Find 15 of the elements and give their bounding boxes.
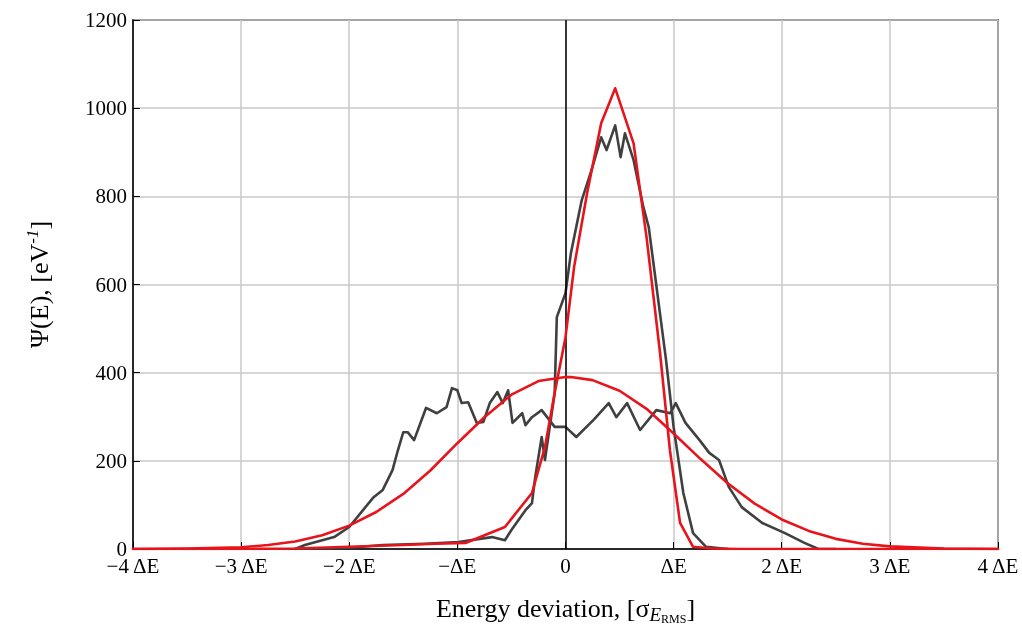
y-tick-label: 800 xyxy=(95,184,127,209)
x-tick-label: −ΔE xyxy=(438,553,477,578)
x-tick-label: 2 ΔE xyxy=(761,553,803,578)
y-tick-label: 600 xyxy=(95,272,127,297)
x-tick-label: ΔE xyxy=(660,553,687,578)
y-axis-title: Ψ(E), [eV-1] xyxy=(23,220,54,349)
x-tick-label: −3 ΔE xyxy=(214,553,268,578)
y-tick-label: 1200 xyxy=(85,8,127,32)
x-tick-label: −2 ΔE xyxy=(322,553,376,578)
y-tick-label: 1000 xyxy=(85,96,127,121)
x-tick-label: 0 xyxy=(560,553,571,578)
x-tick-label: 3 ΔE xyxy=(869,553,911,578)
y-tick-label: 400 xyxy=(95,360,127,385)
y-tick-label: 200 xyxy=(95,448,127,473)
x-tick-label: 4 ΔE xyxy=(977,553,1019,578)
